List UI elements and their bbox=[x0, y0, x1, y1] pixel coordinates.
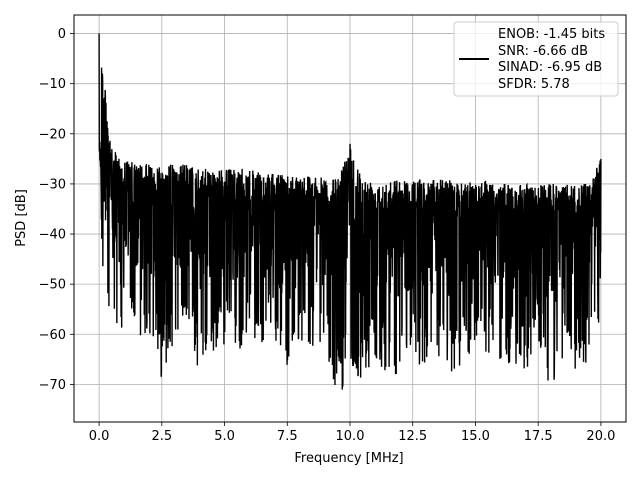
legend: ENOB: -1.45 bits SNR: -6.66 dB SINAD: -6… bbox=[453, 21, 619, 97]
x-axis-label: Frequency [MHz] bbox=[294, 451, 403, 466]
x-tick-label: 15.0 bbox=[461, 429, 490, 444]
x-tick-label: 5.0 bbox=[214, 429, 235, 444]
x-tick-label: 0.0 bbox=[89, 429, 110, 444]
x-axis-ticks: 0.0 2.5 5.0 7.5 10.0 12.5 15.0 17.5 20.0 bbox=[89, 422, 615, 444]
series-layer bbox=[98, 33, 602, 390]
legend-entry: SFDR: 5.78 bbox=[498, 77, 570, 92]
y-axis-label: PSD [dB] bbox=[14, 189, 29, 247]
legend-entry: SNR: -6.66 dB bbox=[498, 44, 588, 59]
x-tick-label: 12.5 bbox=[398, 429, 427, 444]
legend-box bbox=[453, 21, 619, 97]
x-tick-label: 7.5 bbox=[277, 429, 298, 444]
x-tick-label: 10.0 bbox=[336, 429, 365, 444]
y-tick-label: −60 bbox=[39, 328, 66, 343]
x-tick-label: 17.5 bbox=[524, 429, 553, 444]
y-axis-ticks: 0 −10 −20 −30 −40 −50 −60 −70 bbox=[39, 27, 74, 393]
psd-series-line bbox=[98, 33, 602, 390]
y-tick-label: −70 bbox=[39, 378, 66, 393]
y-tick-label: −30 bbox=[39, 177, 66, 192]
legend-entry: ENOB: -1.45 bits bbox=[498, 27, 605, 42]
y-tick-label: −10 bbox=[39, 77, 66, 92]
legend-entry: SINAD: -6.95 dB bbox=[498, 60, 602, 75]
y-tick-label: −40 bbox=[39, 228, 66, 243]
x-tick-label: 20.0 bbox=[586, 429, 615, 444]
x-tick-label: 2.5 bbox=[151, 429, 172, 444]
y-tick-label: 0 bbox=[58, 27, 66, 42]
y-tick-label: −50 bbox=[39, 278, 66, 293]
y-tick-label: −20 bbox=[39, 127, 66, 142]
